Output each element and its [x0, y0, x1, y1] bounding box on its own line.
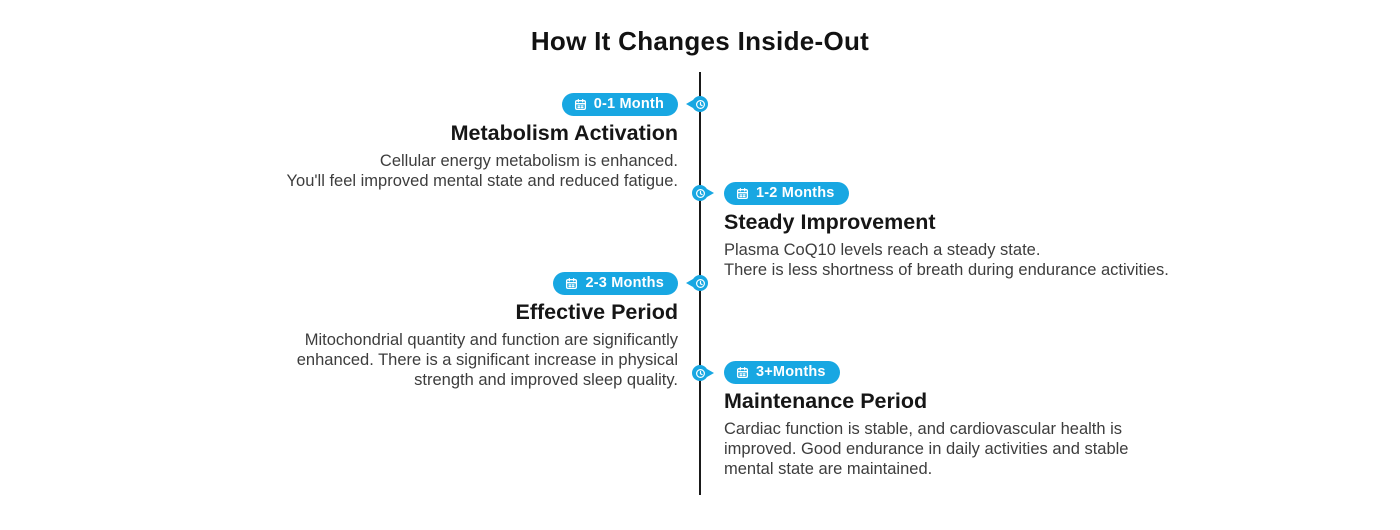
node-dot — [692, 185, 708, 201]
node-tail — [707, 369, 714, 377]
stage-badge: 0-1 Month — [561, 93, 678, 116]
badge-row: 3+Months — [724, 361, 1284, 384]
stage-badge-label: 2-3 Months — [585, 275, 664, 291]
stage-badge: 2-3 Months — [553, 272, 678, 295]
node-tail — [686, 100, 693, 108]
stage-badge-label: 3+Months — [756, 364, 826, 380]
clock-icon — [695, 99, 705, 109]
clock-icon — [695, 278, 705, 288]
stage-description: Plasma CoQ10 levels reach a steady state… — [724, 241, 1169, 279]
stage-heading: Steady Improvement — [724, 210, 936, 234]
stage-heading: Effective Period — [515, 300, 679, 324]
stage-badge: 3+Months — [724, 361, 840, 384]
node-tail — [686, 279, 693, 287]
calendar-icon — [566, 277, 578, 289]
page-title: How It Changes Inside-Out — [530, 26, 870, 56]
timeline-item-3: 2-3 Months Effective Period Mitochondria… — [118, 272, 678, 390]
timeline-node-4 — [692, 365, 714, 381]
badge-row: 1-2 Months — [724, 182, 1284, 205]
timeline-node-1 — [686, 96, 708, 112]
badge-row: 0-1 Month — [118, 93, 678, 116]
node-tail — [707, 189, 714, 197]
stage-description: Cellular energy metabolism is enhanced. … — [286, 152, 678, 190]
timeline-item-4: 3+Months Maintenance Period Cardiac func… — [724, 361, 1284, 479]
timeline-node-3 — [686, 275, 708, 291]
node-dot — [692, 365, 708, 381]
calendar-icon — [736, 366, 749, 378]
stage-heading: Maintenance Period — [724, 389, 928, 413]
calendar-icon — [574, 98, 586, 110]
stage-description: Mitochondrial quantity and function are … — [296, 331, 678, 389]
stage-badge: 1-2 Months — [724, 182, 849, 205]
stage-description: Cardiac function is stable, and cardiova… — [724, 420, 1129, 478]
node-dot — [692, 275, 708, 291]
timeline-item-2: 1-2 Months Steady Improvement Plasma CoQ… — [724, 182, 1284, 280]
node-dot — [692, 96, 708, 112]
badge-row: 2-3 Months — [118, 272, 678, 295]
calendar-icon — [736, 187, 749, 199]
clock-icon — [695, 188, 705, 198]
timeline-item-1: 0-1 Month Metabolism Activation Cellular… — [118, 93, 678, 191]
stage-heading: Metabolism Activation — [450, 121, 678, 145]
timeline-node-2 — [692, 185, 714, 201]
stage-badge-label: 1-2 Months — [756, 185, 835, 201]
clock-icon — [695, 368, 705, 378]
stage-badge-label: 0-1 Month — [593, 96, 664, 112]
